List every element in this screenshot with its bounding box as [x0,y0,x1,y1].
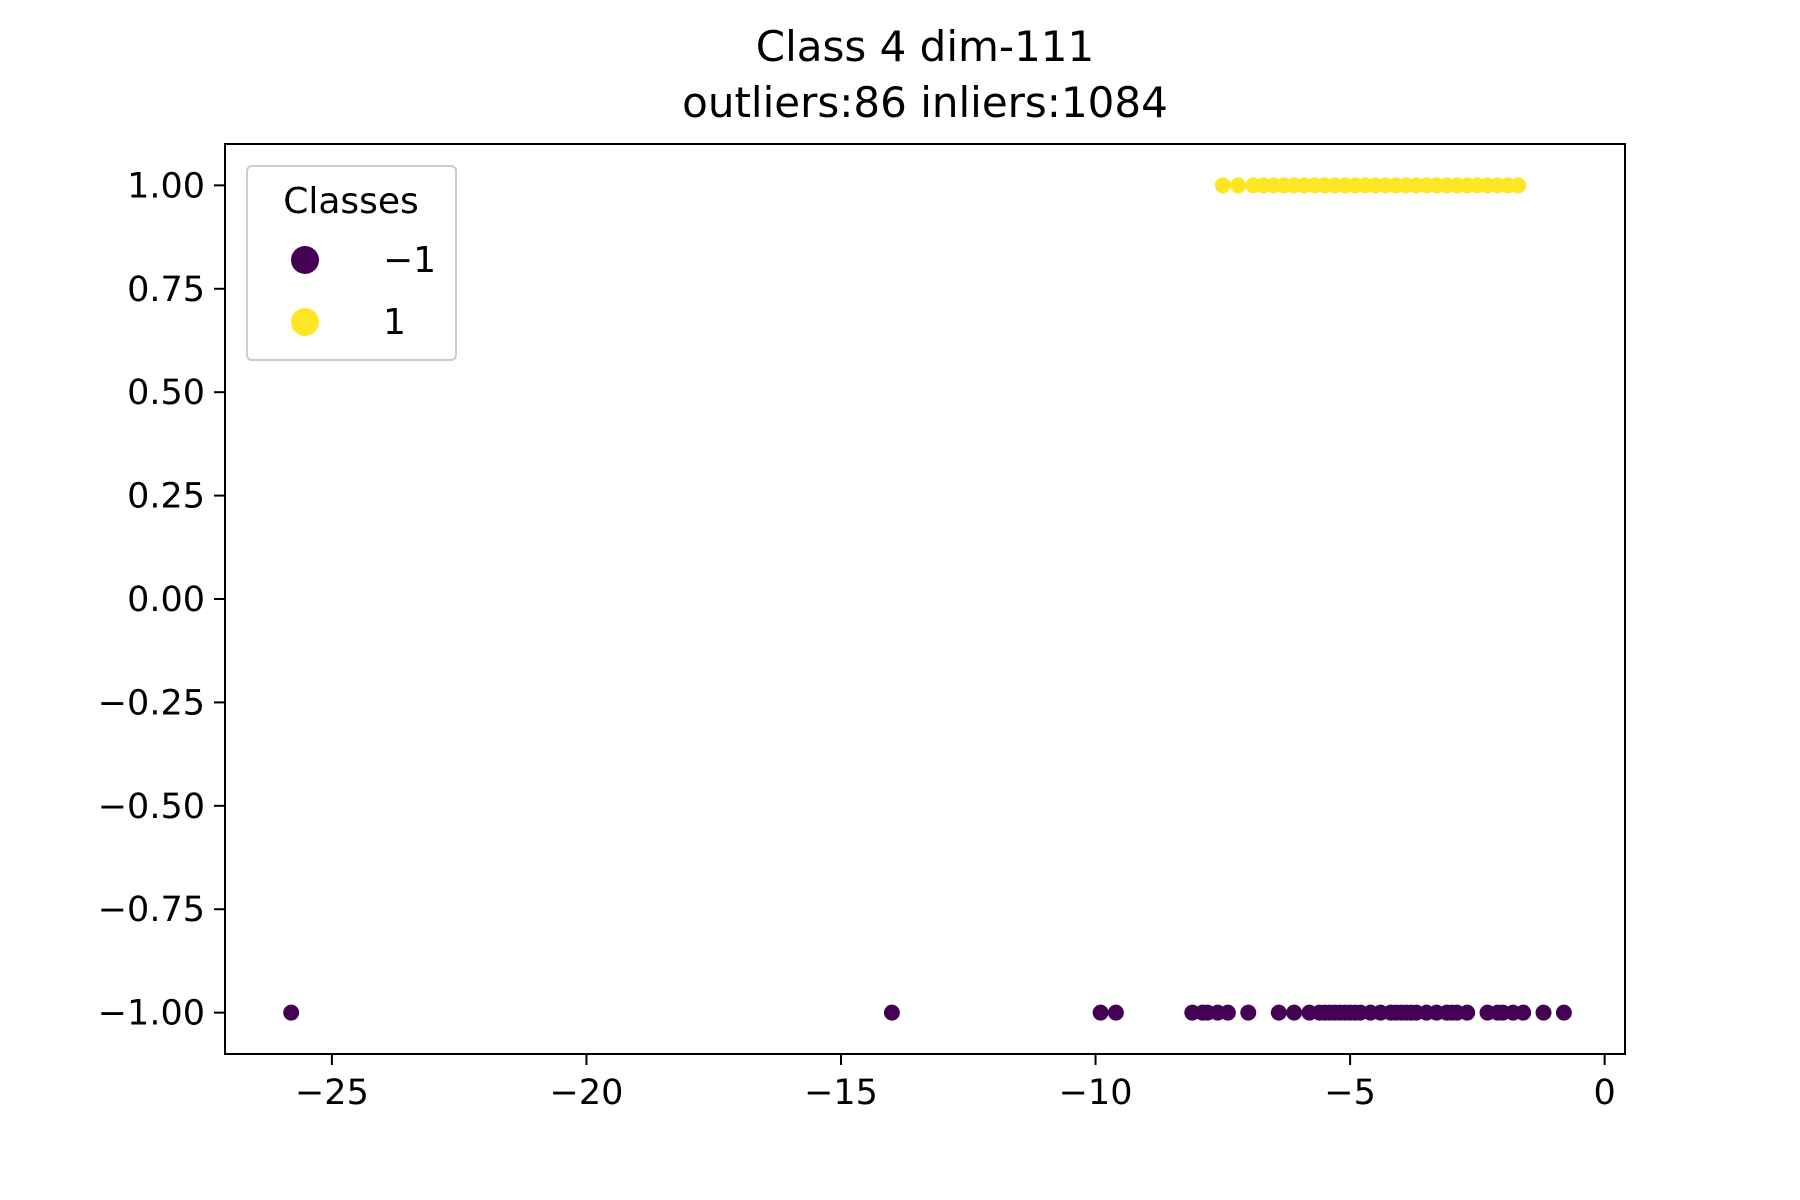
y-tick-label: −1.00 [98,994,205,1034]
plot-frame [224,143,1626,1055]
y-tick-label: 0.50 [127,373,205,413]
point-class-1-0 [1214,177,1231,194]
chart-title: Class 4 dim-111 [756,22,1094,71]
point-class-neg1-40 [1515,1004,1532,1021]
point-class-neg1-11 [1286,1004,1303,1021]
point-class-1-1 [1230,177,1247,194]
x-tick-label: −15 [804,1073,878,1113]
y-axis: 1.00 0.75 0.50 0.25 0.00 −0.25 −0.50 −0.75 −1.00 [98,166,225,1034]
point-class-neg1-2 [1092,1004,1109,1021]
point-class-neg1-0 [283,1004,300,1021]
point-class-neg1-9 [1240,1004,1257,1021]
x-tick-label: 0 [1593,1073,1615,1113]
y-tick-label: 0.00 [127,580,205,620]
point-class-1-28 [1510,177,1527,194]
point-class-neg1-3 [1107,1004,1124,1021]
point-class-neg1-41 [1535,1004,1552,1021]
point-class-neg1-35 [1459,1004,1476,1021]
x-tick-label: −25 [295,1073,369,1113]
legend: Classes −1 1 [246,165,457,361]
y-tick-label: 0.75 [127,270,205,310]
point-class-neg1-10 [1270,1004,1287,1021]
x-axis: −25 −20 −15 −10 −5 0 [295,1054,1616,1113]
point-class-neg1-1 [883,1004,900,1021]
legend-title: Classes [283,181,419,222]
legend-label-class-neg1: −1 [383,240,436,281]
y-tick-label: −0.75 [98,890,205,930]
legend-marker-class-neg1 [291,246,319,274]
point-class-neg1-42 [1555,1004,1572,1021]
y-tick-label: 1.00 [127,166,205,206]
x-tick-label: −20 [550,1073,624,1113]
x-tick-label: −10 [1059,1073,1133,1113]
chart-subtitle: outliers:86 inliers:1084 [682,78,1168,127]
legend-marker-class-1 [291,308,319,336]
x-tick-label: −5 [1324,1073,1376,1113]
y-tick-label: −0.25 [98,683,205,723]
legend-label-class-1: 1 [383,302,406,343]
data-points [283,177,1572,1021]
y-tick-label: 0.25 [127,477,205,517]
y-tick-label: −0.50 [98,787,205,827]
point-class-neg1-8 [1219,1004,1236,1021]
